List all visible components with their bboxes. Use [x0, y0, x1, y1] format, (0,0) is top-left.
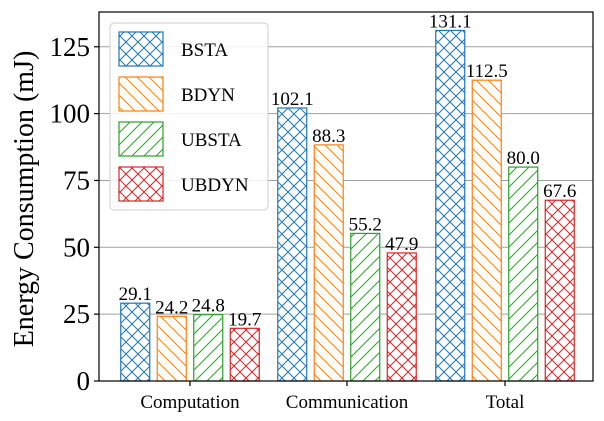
axes: 0 25 50 75 100 125 Computation Communication Tot…	[50, 11, 594, 413]
data-label: 67.6	[543, 181, 576, 202]
x-tick-label: Communication	[286, 392, 409, 413]
data-label: 19.7	[228, 309, 261, 330]
data-label: 29.1	[119, 284, 152, 305]
legend-box	[109, 22, 269, 211]
legend-swatch-ubdyn	[118, 166, 164, 202]
bar-bdyn-communication	[313, 144, 344, 382]
bar-ubsta-computation	[193, 314, 224, 382]
bar-bsta-communication	[277, 107, 308, 382]
bar-ubdyn-computation	[229, 327, 260, 382]
bar-bsta-computation	[120, 302, 151, 382]
data-label: 24.8	[192, 296, 225, 317]
bar-ubdyn-communication	[386, 252, 417, 382]
data-label: 55.2	[349, 214, 382, 235]
legend-swatch-bdyn	[118, 76, 164, 112]
legend-swatch-ubsta	[118, 121, 164, 157]
y-axis-label: Energy Consumption (mJ)	[9, 51, 40, 348]
legend-label-bsta: BSTA	[181, 40, 228, 61]
plot-frame	[98, 11, 594, 382]
y-tick-label: 75	[63, 165, 90, 195]
bars	[120, 29, 575, 382]
bar-ubsta-total	[508, 166, 539, 382]
y-tick-label: 25	[63, 299, 90, 329]
legend-label-bdyn: BDYN	[181, 85, 235, 106]
legend-label-ubdyn: UBDYN	[181, 175, 249, 196]
bar-ubdyn-total	[544, 199, 575, 382]
y-tick-label: 0	[77, 366, 91, 396]
legend-swatch-bsta	[118, 31, 164, 67]
data-label: 80.0	[507, 148, 540, 169]
bar-bdyn-computation	[156, 315, 187, 382]
bar-bsta-total	[435, 29, 466, 382]
legend: BSTA BDYN UBSTA UBDYN	[109, 22, 269, 211]
data-label: 47.9	[385, 234, 418, 255]
y-tick-label: 125	[50, 32, 91, 62]
x-tick-label: Total	[486, 392, 525, 413]
y-tick-label: 100	[50, 99, 91, 129]
legend-label-ubsta: UBSTA	[181, 130, 242, 151]
data-label: 88.3	[312, 126, 345, 147]
y-tick-label: 50	[63, 232, 90, 262]
bar-ubsta-communication	[350, 232, 381, 382]
data-labels: 29.124.2 24.819.7 102.1 88.3 55.247.9 131.1 11…	[119, 11, 577, 330]
data-label: 131.1	[429, 11, 472, 32]
data-label: 102.1	[271, 89, 314, 110]
data-label: 24.2	[155, 297, 188, 318]
data-label: 112.5	[466, 61, 508, 82]
bar-bdyn-total	[471, 79, 502, 382]
x-tick-label: Computation	[140, 392, 240, 413]
